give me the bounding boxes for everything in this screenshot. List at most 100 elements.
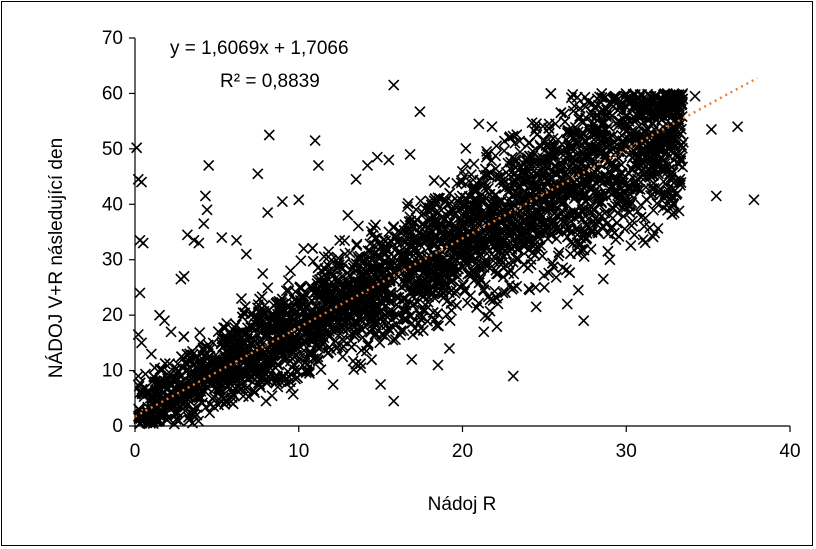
scatter-point xyxy=(539,155,551,167)
scatter-point xyxy=(375,260,387,272)
scatter-point xyxy=(359,309,371,322)
scatter-point xyxy=(564,182,576,194)
scatter-point xyxy=(285,303,297,315)
scatter-point xyxy=(528,179,540,191)
scatter-point xyxy=(177,397,189,409)
scatter-point xyxy=(480,151,492,163)
scatter-point xyxy=(525,209,537,222)
scatter-point xyxy=(237,307,249,319)
scatter-point xyxy=(420,264,433,276)
scatter-point xyxy=(427,306,439,319)
scatter-point xyxy=(350,358,362,370)
scatter-point xyxy=(305,282,317,294)
scatter-point xyxy=(461,297,473,309)
scatter-point xyxy=(351,238,363,250)
scatter-point xyxy=(383,154,395,166)
scatter-point xyxy=(479,163,491,175)
scatter-point xyxy=(151,385,163,397)
scatter-point xyxy=(532,152,544,164)
scatter-point xyxy=(674,179,686,191)
scatter-point xyxy=(558,211,570,223)
y-tick-label: 10 xyxy=(102,361,123,382)
scatter-point xyxy=(484,189,496,201)
scatter-point xyxy=(228,347,240,359)
scatter-point xyxy=(295,255,307,267)
scatter-point xyxy=(538,281,550,293)
scatter-point xyxy=(430,213,442,225)
scatter-point xyxy=(280,309,292,321)
scatter-point xyxy=(511,129,523,141)
scatter-point xyxy=(253,293,266,305)
scatter-point xyxy=(393,291,405,304)
scatter-point xyxy=(236,383,248,395)
scatter-point xyxy=(637,233,649,246)
scatter-point xyxy=(663,182,675,194)
y-tick-label: 0 xyxy=(112,416,123,437)
scatter-point xyxy=(514,213,526,225)
scatter-point xyxy=(426,236,438,248)
scatter-point xyxy=(352,220,364,232)
scatter-point xyxy=(159,358,171,370)
scatter-point xyxy=(152,395,164,407)
scatter-point xyxy=(499,234,511,246)
scatter-point xyxy=(155,407,167,419)
scatter-point xyxy=(483,226,495,238)
scatter-point xyxy=(410,203,422,216)
scatter-point xyxy=(630,99,642,111)
scatter-point xyxy=(254,346,267,358)
scatter-point xyxy=(561,231,574,243)
scatter-point xyxy=(436,246,449,258)
x-tick-label: 20 xyxy=(452,441,473,462)
scatter-point xyxy=(457,279,469,291)
scatter-point xyxy=(523,283,535,295)
scatter-point xyxy=(577,226,589,238)
scatter-point xyxy=(597,273,609,285)
scatter-point xyxy=(478,326,490,338)
scatter-point xyxy=(560,134,573,146)
scatter-point xyxy=(539,164,551,176)
scatter-point xyxy=(322,251,334,263)
scatter-point xyxy=(230,234,243,246)
scatter-point xyxy=(273,305,286,317)
scatter-point xyxy=(640,101,652,113)
scatter-point xyxy=(266,308,278,320)
scatter-point xyxy=(486,121,498,133)
scatter-point xyxy=(556,172,568,184)
scatter-point xyxy=(158,315,171,327)
scatter-point xyxy=(219,352,231,364)
scatter-point xyxy=(258,371,270,383)
scatter-point xyxy=(585,106,598,118)
scatter-point xyxy=(620,111,633,123)
scatter-point xyxy=(276,306,288,318)
scatter-point xyxy=(318,323,330,335)
scatter-point xyxy=(301,365,313,377)
scatter-point xyxy=(415,313,427,325)
scatter-point xyxy=(521,155,533,167)
scatter-point xyxy=(432,359,444,371)
scatter-point xyxy=(427,239,439,251)
scatter-point xyxy=(397,235,409,247)
scatter-point xyxy=(163,358,176,370)
scatter-point xyxy=(230,319,242,331)
scatter-point xyxy=(552,225,564,238)
scatter-point xyxy=(549,160,561,172)
scatter-point xyxy=(394,226,406,238)
scatter-point xyxy=(379,314,391,326)
scatter-point xyxy=(669,98,681,111)
scatter-point xyxy=(346,341,358,353)
scatter-point xyxy=(291,365,304,377)
scatter-point xyxy=(444,207,456,219)
scatter-point xyxy=(578,315,590,327)
scatter-point xyxy=(298,243,310,255)
scatter-point xyxy=(612,193,624,205)
scatter-point xyxy=(198,218,210,230)
scatter-point xyxy=(310,352,322,365)
scatter-point xyxy=(254,335,266,347)
scatter-point xyxy=(581,179,594,191)
scatter-point xyxy=(372,251,384,264)
scatter-point xyxy=(625,239,637,252)
scatter-point xyxy=(213,385,225,397)
scatter-point xyxy=(525,168,537,180)
scatter-point xyxy=(320,287,332,300)
scatter-point xyxy=(302,298,314,311)
